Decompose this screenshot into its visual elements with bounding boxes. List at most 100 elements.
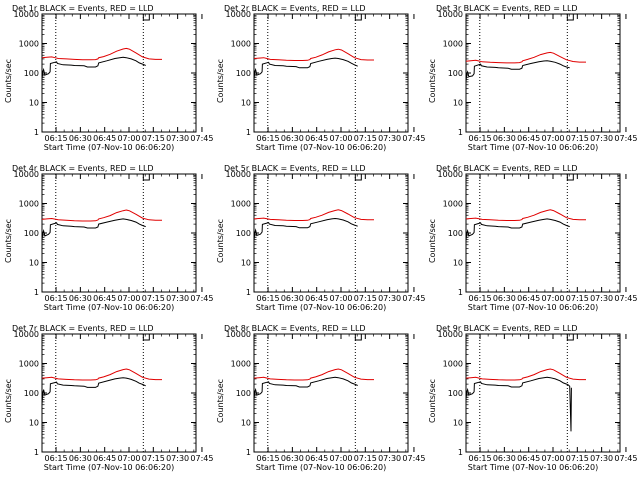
y-tick-label: 1000: [231, 360, 251, 369]
y-tick-label: 1000: [19, 40, 39, 49]
x-tick-label: 06:30: [281, 134, 304, 143]
plot-title: Det 6r BLACK = Events, RED = LLD: [436, 164, 578, 173]
y-tick-label: 1000: [443, 360, 463, 369]
y-tick-label: 1: [458, 288, 463, 297]
plot-frame: [465, 13, 621, 133]
x-tick-label: 07:45: [190, 454, 213, 463]
x-tick-label: 07:30: [378, 294, 401, 303]
series-events-line: [41, 56, 146, 80]
x-tick-label: 07:00: [541, 294, 564, 303]
x-tick-label: 07:45: [402, 134, 425, 143]
x-tick-label: 06:45: [517, 454, 540, 463]
series-events-line: [465, 60, 570, 82]
detector-plot-6: Det 6r BLACK = Events, RED = LLD 1 10 100 10…: [428, 164, 637, 312]
y-tick-label: 1: [458, 128, 463, 137]
x-axis-label: Start Time (07-Nov-10 06:06:20): [468, 143, 598, 152]
series-lld-line: [253, 209, 374, 221]
bracket-marker: [142, 14, 150, 21]
x-tick-label: 07:30: [166, 294, 189, 303]
plot-title: Det 5r BLACK = Events, RED = LLD: [224, 164, 366, 173]
x-tick-label: 06:30: [281, 294, 304, 303]
x-axis-label: Start Time (07-Nov-10 06:06:20): [256, 303, 386, 312]
plot-title: Det 4r BLACK = Events, RED = LLD: [12, 164, 154, 173]
y-tick-label: 100: [448, 389, 463, 398]
x-tick-label: 07:30: [590, 454, 613, 463]
y-axis-label: Counts/sec: [216, 219, 225, 263]
plot-frame: [465, 333, 621, 453]
x-tick-label: 07:15: [566, 294, 589, 303]
y-tick-label: 1: [34, 288, 39, 297]
bracket-marker: [142, 174, 150, 181]
plot-frame: [41, 13, 197, 133]
detector-plot-5: Det 5r BLACK = Events, RED = LLD 1 10 100 10…: [216, 164, 425, 312]
x-tick-label: 06:45: [93, 134, 116, 143]
x-tick-label: 07:00: [329, 294, 352, 303]
detector-plot-8: Det 8r BLACK = Events, RED = LLD 1 10 100 10…: [216, 324, 425, 472]
x-tick-label: 07:00: [329, 134, 352, 143]
y-tick-label: 1: [246, 448, 251, 457]
x-axis-label: Start Time (07-Nov-10 06:06:20): [44, 143, 174, 152]
x-tick-label: 07:15: [142, 294, 165, 303]
y-tick-label: 100: [448, 229, 463, 238]
x-tick-label: 07:00: [117, 134, 140, 143]
x-tick-label: 07:45: [190, 294, 213, 303]
y-tick-label: 10: [29, 259, 39, 268]
x-tick-label: 07:00: [541, 134, 564, 143]
series-lld-line: [465, 368, 586, 381]
y-axis-label: Counts/sec: [4, 219, 13, 263]
x-tick-label: 07:45: [614, 294, 637, 303]
y-tick-label: 1000: [443, 200, 463, 209]
y-tick-label: 10000: [438, 170, 463, 179]
bracket-marker: [566, 174, 574, 181]
y-axis-label: Counts/sec: [4, 59, 13, 103]
y-tick-label: 100: [236, 69, 251, 78]
x-tick-label: 06:45: [305, 294, 328, 303]
y-axis-label: Counts/sec: [216, 59, 225, 103]
x-tick-label: 06:15: [45, 454, 68, 463]
y-tick-label: 1: [34, 128, 39, 137]
series-lld-line: [465, 51, 586, 64]
x-tick-label: 06:45: [305, 134, 328, 143]
x-tick-label: 07:30: [590, 134, 613, 143]
x-tick-label: 07:15: [354, 294, 377, 303]
x-tick-label: 06:30: [493, 454, 516, 463]
y-tick-label: 100: [236, 229, 251, 238]
plot-frame: [41, 333, 197, 453]
x-axis-label: Start Time (07-Nov-10 06:06:20): [44, 463, 174, 472]
y-tick-label: 10: [241, 259, 251, 268]
detector-plot-4: Det 4r BLACK = Events, RED = LLD 1 10 100 10…: [4, 164, 213, 312]
x-tick-label: 06:15: [469, 454, 492, 463]
x-tick-label: 06:15: [469, 294, 492, 303]
x-tick-label: 06:30: [69, 294, 92, 303]
detector-plot-9: Det 9r BLACK = Events, RED = LLD 1 10 100 10…: [428, 324, 637, 472]
y-tick-label: 10000: [226, 330, 251, 339]
x-tick-label: 07:45: [614, 454, 637, 463]
y-tick-label: 10: [453, 419, 463, 428]
bracket-marker: [566, 334, 574, 341]
y-tick-label: 1000: [443, 40, 463, 49]
x-tick-label: 07:30: [378, 134, 401, 143]
plot-frame: [253, 333, 409, 453]
y-tick-label: 10: [453, 99, 463, 108]
plot-title: Det 9r BLACK = Events, RED = LLD: [436, 324, 578, 333]
bracket-marker: [354, 334, 362, 341]
x-tick-label: 06:45: [517, 134, 540, 143]
bracket-marker: [142, 334, 150, 341]
plot-title: Det 2r BLACK = Events, RED = LLD: [224, 4, 366, 13]
y-tick-label: 10: [29, 99, 39, 108]
series-lld-line: [41, 209, 162, 222]
y-tick-label: 10: [241, 99, 251, 108]
series-events-line: [41, 218, 146, 241]
y-tick-label: 10000: [438, 10, 463, 19]
bracket-marker: [566, 14, 574, 21]
x-axis-label: Start Time (07-Nov-10 06:06:20): [256, 463, 386, 472]
x-tick-label: 07:00: [117, 294, 140, 303]
x-tick-label: 06:15: [257, 454, 280, 463]
y-axis-label: Counts/sec: [4, 379, 13, 423]
plot-frame: [253, 173, 409, 293]
x-tick-label: 06:30: [493, 134, 516, 143]
y-tick-label: 10000: [14, 330, 39, 339]
y-tick-label: 1: [458, 448, 463, 457]
x-tick-label: 06:45: [305, 454, 328, 463]
